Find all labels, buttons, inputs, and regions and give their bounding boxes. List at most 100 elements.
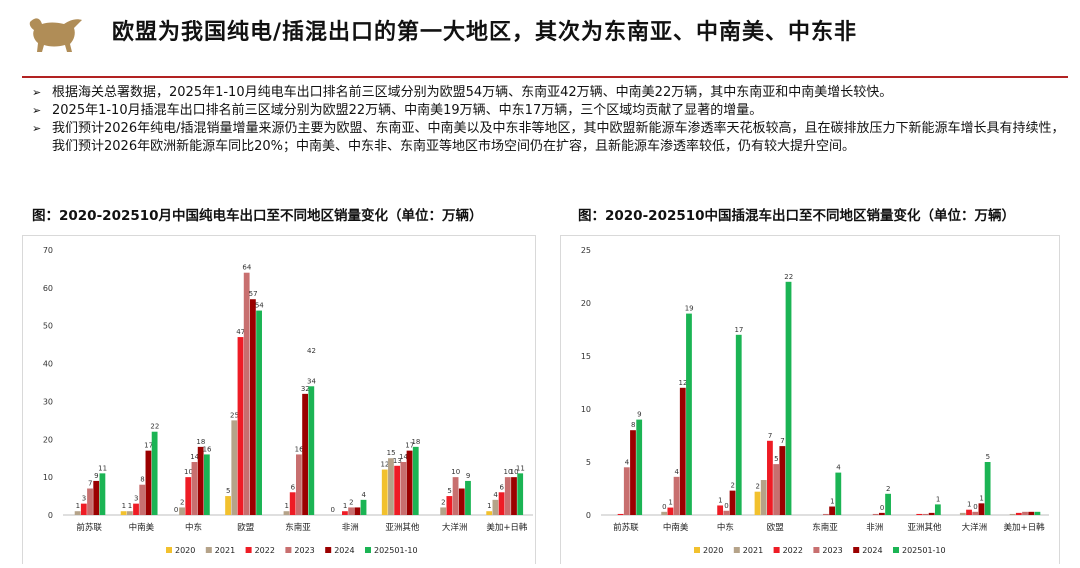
data-label: 1 (128, 502, 132, 510)
bullet-list: ➢ 根据海关总署数据，2025年1-10月纯电车出口排名前三区域分别为欧盟54万辆… (32, 84, 1072, 156)
data-label: 47 (236, 328, 245, 336)
bar (729, 490, 736, 515)
bar (440, 507, 447, 515)
bar (120, 511, 127, 515)
bar (1009, 513, 1016, 515)
bar (93, 480, 100, 515)
y-tick-label: 10 (581, 405, 591, 414)
x-tick-label: 大洋洲 (962, 522, 988, 533)
legend-swatch (325, 547, 332, 553)
bar (145, 450, 152, 515)
bar (686, 313, 692, 515)
x-tick-label: 美加+日韩 (1004, 522, 1046, 533)
data-label: 2 (349, 498, 353, 506)
data-label: 1 (487, 502, 491, 510)
bar (966, 509, 972, 515)
data-label: 1 (668, 499, 672, 507)
legend-label: 2024 (334, 546, 354, 555)
bullet-item: ➢ 我们预计2026年纯电/插混销量增量来源仍主要为欧盟、东南亚、中南美以及中东非… (32, 120, 1072, 156)
data-label: 1 (979, 494, 983, 502)
data-label: 6 (500, 483, 505, 491)
y-tick-label: 50 (43, 322, 53, 331)
data-label: 11 (98, 464, 107, 472)
bar (406, 450, 413, 515)
data-label: 8 (631, 421, 635, 429)
data-label: 16 (203, 445, 212, 453)
bar (492, 499, 499, 515)
bar (191, 462, 198, 515)
y-tick-label: 30 (43, 397, 53, 406)
page-title: 欧盟为我国纯电/插混出口的第一大地区，其次为东南亚、中南美、中东非 (112, 20, 858, 45)
bar (1022, 511, 1028, 515)
bar (667, 507, 674, 515)
data-label: 7 (88, 480, 92, 488)
y-tick-label: 0 (48, 511, 53, 520)
legend-label: 2020 (175, 546, 195, 555)
x-tick-label: 中东 (717, 522, 734, 533)
y-tick-label: 15 (581, 352, 591, 361)
arrow-bullet-icon: ➢ (32, 122, 42, 135)
data-label: 9 (637, 411, 641, 419)
bar (517, 473, 524, 515)
bar (400, 462, 407, 515)
bar (767, 440, 773, 515)
legend-swatch (205, 547, 212, 553)
data-label: 2 (755, 483, 759, 491)
bar (381, 469, 388, 515)
bar (74, 511, 81, 515)
phev-export-chart: 0510152025489前苏联0141219中南美10217中东275722欧… (581, 246, 1049, 555)
bar (342, 511, 348, 515)
bar (617, 513, 624, 515)
data-label: 10 (451, 468, 460, 476)
bullet-item: ➢ 2025年1-10月插混车出口排名前三区域分别为欧盟22万辆、中南美19万辆、… (32, 102, 1072, 120)
bar (630, 430, 636, 515)
legend-swatch (245, 547, 252, 553)
data-label: 1 (122, 502, 126, 510)
bar (984, 462, 991, 515)
legend-swatch (813, 547, 820, 553)
chart-title-bev: 图：2020-202510月中国纯电车出口至不同地区销量变化（单位：万辆） (32, 208, 483, 224)
data-label: 18 (196, 438, 205, 446)
bar (388, 458, 394, 515)
bar (197, 446, 204, 515)
bar (760, 480, 767, 515)
data-label: 0 (174, 506, 178, 514)
bar (151, 431, 158, 515)
data-label: 17 (734, 326, 743, 334)
data-label: 34 (307, 377, 316, 385)
x-tick-label: 美加+日韩 (486, 522, 528, 533)
data-label: 5 (986, 453, 990, 461)
bar (452, 477, 459, 515)
data-label: 17 (144, 442, 153, 450)
bar (87, 488, 93, 515)
data-label: 42 (307, 347, 316, 355)
bar (735, 334, 742, 515)
data-label: 14 (190, 453, 199, 461)
y-tick-label: 25 (581, 246, 591, 255)
data-label: 2 (731, 482, 735, 490)
y-tick-label: 20 (581, 299, 591, 308)
data-label: 1 (830, 498, 834, 506)
data-label: 54 (255, 302, 264, 310)
bar (289, 492, 296, 515)
x-tick-label: 中南美 (663, 522, 689, 533)
bar (754, 491, 761, 515)
bar (661, 511, 668, 515)
bar (126, 511, 133, 515)
x-tick-label: 中东 (185, 522, 202, 533)
bar (348, 507, 355, 515)
data-label: 7 (780, 437, 784, 445)
bar (878, 512, 885, 515)
data-label: 0 (724, 502, 728, 510)
data-label: 2 (180, 498, 184, 506)
data-label: 12 (380, 461, 389, 469)
legend-swatch (166, 547, 172, 553)
data-label: 1 (936, 495, 940, 503)
legend-swatch (285, 547, 292, 553)
data-label: 5 (447, 487, 451, 495)
bar (360, 499, 367, 515)
legend-label: 2023 (822, 546, 842, 555)
bullet-text: 我们预计2026年纯电/插混销量增量来源仍主要为欧盟、东南亚、中南美以及中东非等… (52, 121, 1065, 154)
bar (179, 507, 185, 515)
